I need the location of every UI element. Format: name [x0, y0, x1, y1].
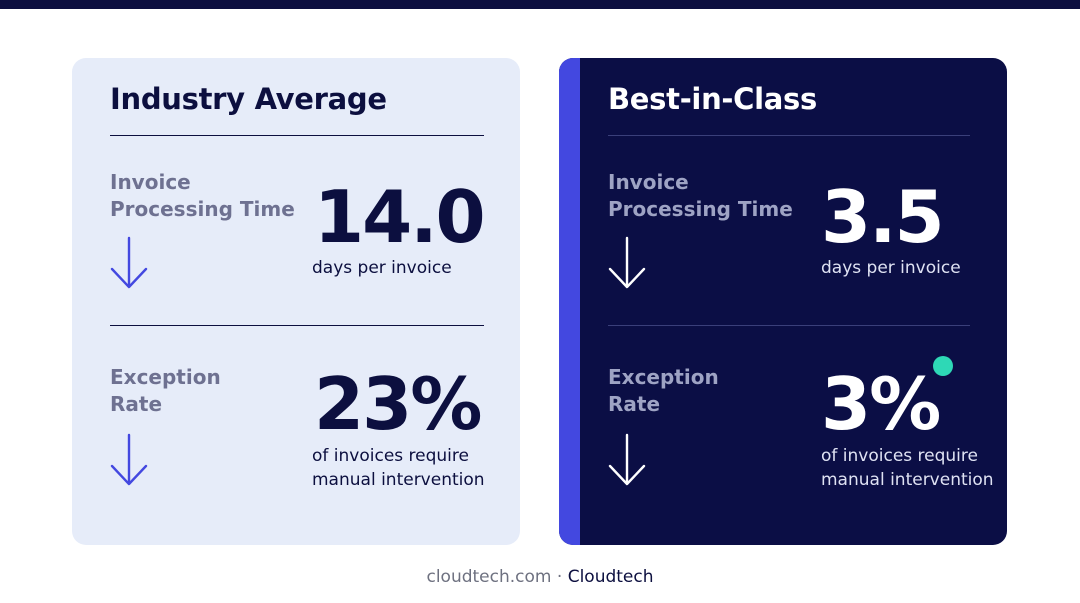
metric-label-line: Invoice: [608, 170, 689, 194]
footer-brand: Cloudtech: [567, 567, 654, 587]
metric-unit-line: of invoices require: [312, 446, 469, 466]
metric-unit-processing-time: days per invoice: [821, 256, 961, 280]
metric-unit-line: manual intervention: [312, 470, 485, 490]
metric-label-processing-time: Invoice Processing Time: [110, 169, 295, 223]
arrow-down-icon: [110, 236, 148, 289]
divider: [608, 325, 970, 326]
metric-label-line: Exception: [608, 365, 719, 389]
arrow-down-icon: [110, 433, 148, 486]
metric-unit-processing-time: days per invoice: [312, 256, 452, 280]
metric-label-line: Processing Time: [110, 197, 295, 221]
best-in-class-card: Best-in-Class Invoice Processing Time 3.…: [559, 58, 1007, 545]
footer-domain-link[interactable]: cloudtech.com: [426, 567, 552, 587]
metric-label-line: Exception: [110, 365, 221, 389]
metric-unit-line: days per invoice: [312, 258, 452, 278]
footer: cloudtech.com · Cloudtech: [0, 566, 1080, 588]
footer-separator: ·: [551, 567, 568, 587]
metric-unit-line: of invoices require: [821, 446, 978, 466]
card-accent-bar: [559, 58, 580, 545]
highlight-dot: [933, 356, 953, 376]
metric-value-processing-time: 3.5: [821, 175, 945, 259]
metric-label-line: Invoice: [110, 170, 191, 194]
metric-label-processing-time: Invoice Processing Time: [608, 169, 793, 223]
card-title: Best-in-Class: [608, 82, 817, 116]
metric-value-exception-rate: 3%: [821, 362, 941, 446]
metric-unit-line: days per invoice: [821, 258, 961, 278]
divider: [608, 135, 970, 136]
industry-average-card: Industry Average Invoice Processing Time…: [72, 58, 520, 545]
metric-value-processing-time: 14.0: [314, 175, 486, 259]
arrow-down-icon: [608, 236, 646, 289]
card-title: Industry Average: [110, 82, 387, 116]
metric-label-exception-rate: Exception Rate: [608, 364, 719, 418]
metric-unit-exception-rate: of invoices require manual intervention: [821, 444, 994, 492]
arrow-down-icon: [608, 433, 646, 486]
metric-label-line: Rate: [110, 392, 163, 416]
divider: [110, 135, 484, 136]
divider: [110, 325, 484, 326]
metric-unit-exception-rate: of invoices require manual intervention: [312, 444, 485, 492]
metric-label-line: Rate: [608, 392, 661, 416]
metric-label-line: Processing Time: [608, 197, 793, 221]
metric-unit-line: manual intervention: [821, 470, 994, 490]
metric-value-exception-rate: 23%: [314, 362, 482, 446]
top-bar: [0, 0, 1080, 9]
metric-label-exception-rate: Exception Rate: [110, 364, 221, 418]
